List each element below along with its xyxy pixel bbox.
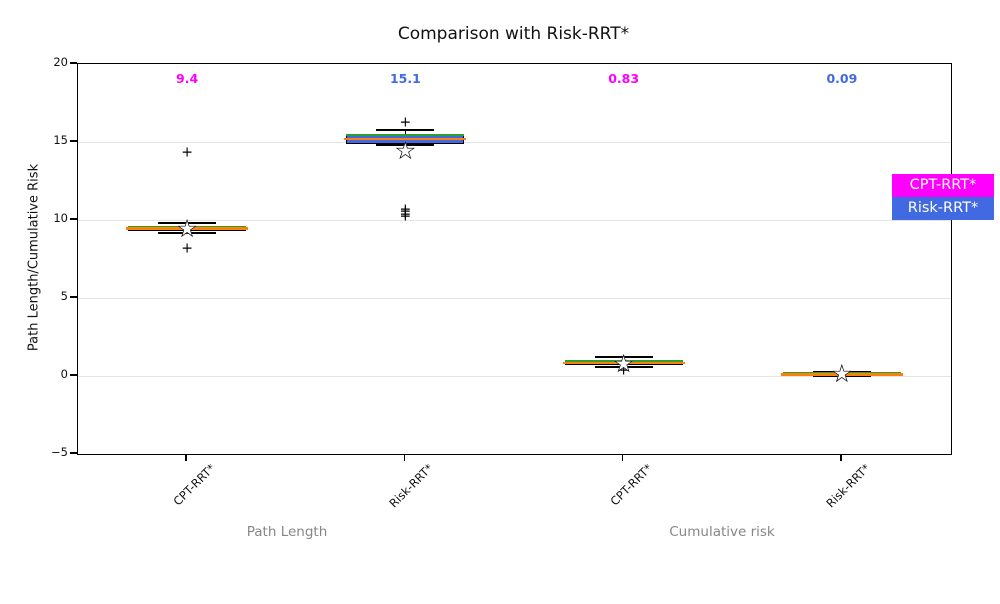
upper-whisker — [186, 223, 188, 227]
y-tick-label: −5 — [51, 445, 68, 459]
outlier-plus-marker: + — [399, 203, 412, 220]
x-tick-mark — [185, 454, 187, 461]
star-marker-outline: ☆ — [830, 359, 854, 389]
star-marker-outline: ☆ — [175, 214, 199, 244]
mean-line — [346, 134, 465, 137]
upper-whisker-cap — [376, 128, 435, 131]
star-marker-outline: ☆ — [394, 136, 417, 166]
y-tick-mark — [70, 452, 77, 454]
group-label-cumulative-risk: Cumulative risk — [669, 524, 775, 540]
group-label-path-length: Path Length — [246, 524, 328, 540]
chart-title: Comparison with Risk-RRT* — [397, 24, 630, 44]
lower-whisker — [186, 230, 188, 234]
y-tick-label: 20 — [53, 55, 68, 69]
outlier-plus-marker: + — [181, 144, 193, 161]
outlier-plus-marker: + — [181, 240, 193, 257]
star-marker-fill: ★ — [830, 359, 854, 389]
annotation-value: 0.83 — [608, 71, 640, 86]
star-marker-fill: ★ — [612, 349, 635, 379]
lower-whisker-cap — [594, 366, 653, 369]
gridline — [78, 219, 951, 221]
mean-line — [564, 360, 683, 363]
star-marker-fill: ★ — [175, 214, 199, 244]
annotation-value: 0.09 — [826, 71, 858, 86]
lower-whisker-cap — [812, 375, 871, 378]
y-tick-mark — [70, 218, 77, 220]
outlier-plus-marker: + — [617, 362, 630, 379]
x-tick-mark — [840, 454, 842, 461]
x-tick-mark — [621, 454, 624, 461]
x-tick-mark — [403, 454, 406, 461]
annotation-value: 15.1 — [389, 71, 421, 86]
gridline — [78, 141, 951, 143]
lower-whisker-cap — [376, 144, 435, 147]
outlier-plus-marker: + — [399, 205, 412, 222]
y-tick-mark — [70, 296, 77, 298]
legend-entry-cpt-rrt: CPT-RRT* — [892, 174, 994, 197]
outlier-plus-marker: + — [399, 208, 412, 225]
y-tick-mark — [70, 62, 77, 64]
y-axis-label: Path Length/Cumulative Risk — [26, 163, 42, 352]
x-category-label: Risk-RRT* — [386, 461, 437, 511]
outlier-plus-marker: + — [399, 114, 412, 131]
legend: CPT-RRT* Risk-RRT* — [892, 174, 994, 220]
star-marker-fill: ★ — [394, 136, 417, 166]
lower-whisker — [622, 365, 625, 368]
y-tick-mark — [70, 374, 77, 376]
annotation-value: 9.4 — [176, 71, 199, 86]
upper-whisker-cap — [594, 355, 653, 358]
upper-whisker — [622, 356, 625, 362]
y-tick-mark — [70, 140, 77, 142]
upper-whisker-cap — [812, 370, 871, 373]
median-line — [126, 227, 249, 230]
legend-entry-risk-rrt: Risk-RRT* — [892, 197, 994, 220]
star-marker-outline: ☆ — [612, 349, 635, 379]
plot-area: + + ★ ☆ 9.4 + + + + + ★ ☆ 15.1 + ★ ☆ 0.83 ★ ☆ 0.09 — [77, 63, 952, 455]
median-line — [562, 361, 685, 365]
y-tick-label: 15 — [53, 133, 68, 147]
gridline — [78, 375, 951, 377]
median-line — [780, 373, 903, 376]
x-category-label: CPT-RRT* — [607, 461, 655, 509]
outlier-plus-marker: + — [399, 201, 412, 218]
gridline — [78, 297, 951, 299]
y-tick-label: 10 — [53, 211, 68, 225]
upper-whisker — [404, 129, 407, 135]
median-line — [344, 137, 467, 141]
y-tick-label: 0 — [60, 367, 68, 381]
x-category-label: CPT-RRT* — [170, 461, 219, 509]
mean-line — [128, 226, 247, 229]
lower-whisker-cap — [158, 232, 217, 235]
upper-whisker-cap — [158, 222, 217, 225]
x-category-label: Risk-RRT* — [823, 461, 873, 511]
y-tick-label: 5 — [60, 289, 68, 303]
